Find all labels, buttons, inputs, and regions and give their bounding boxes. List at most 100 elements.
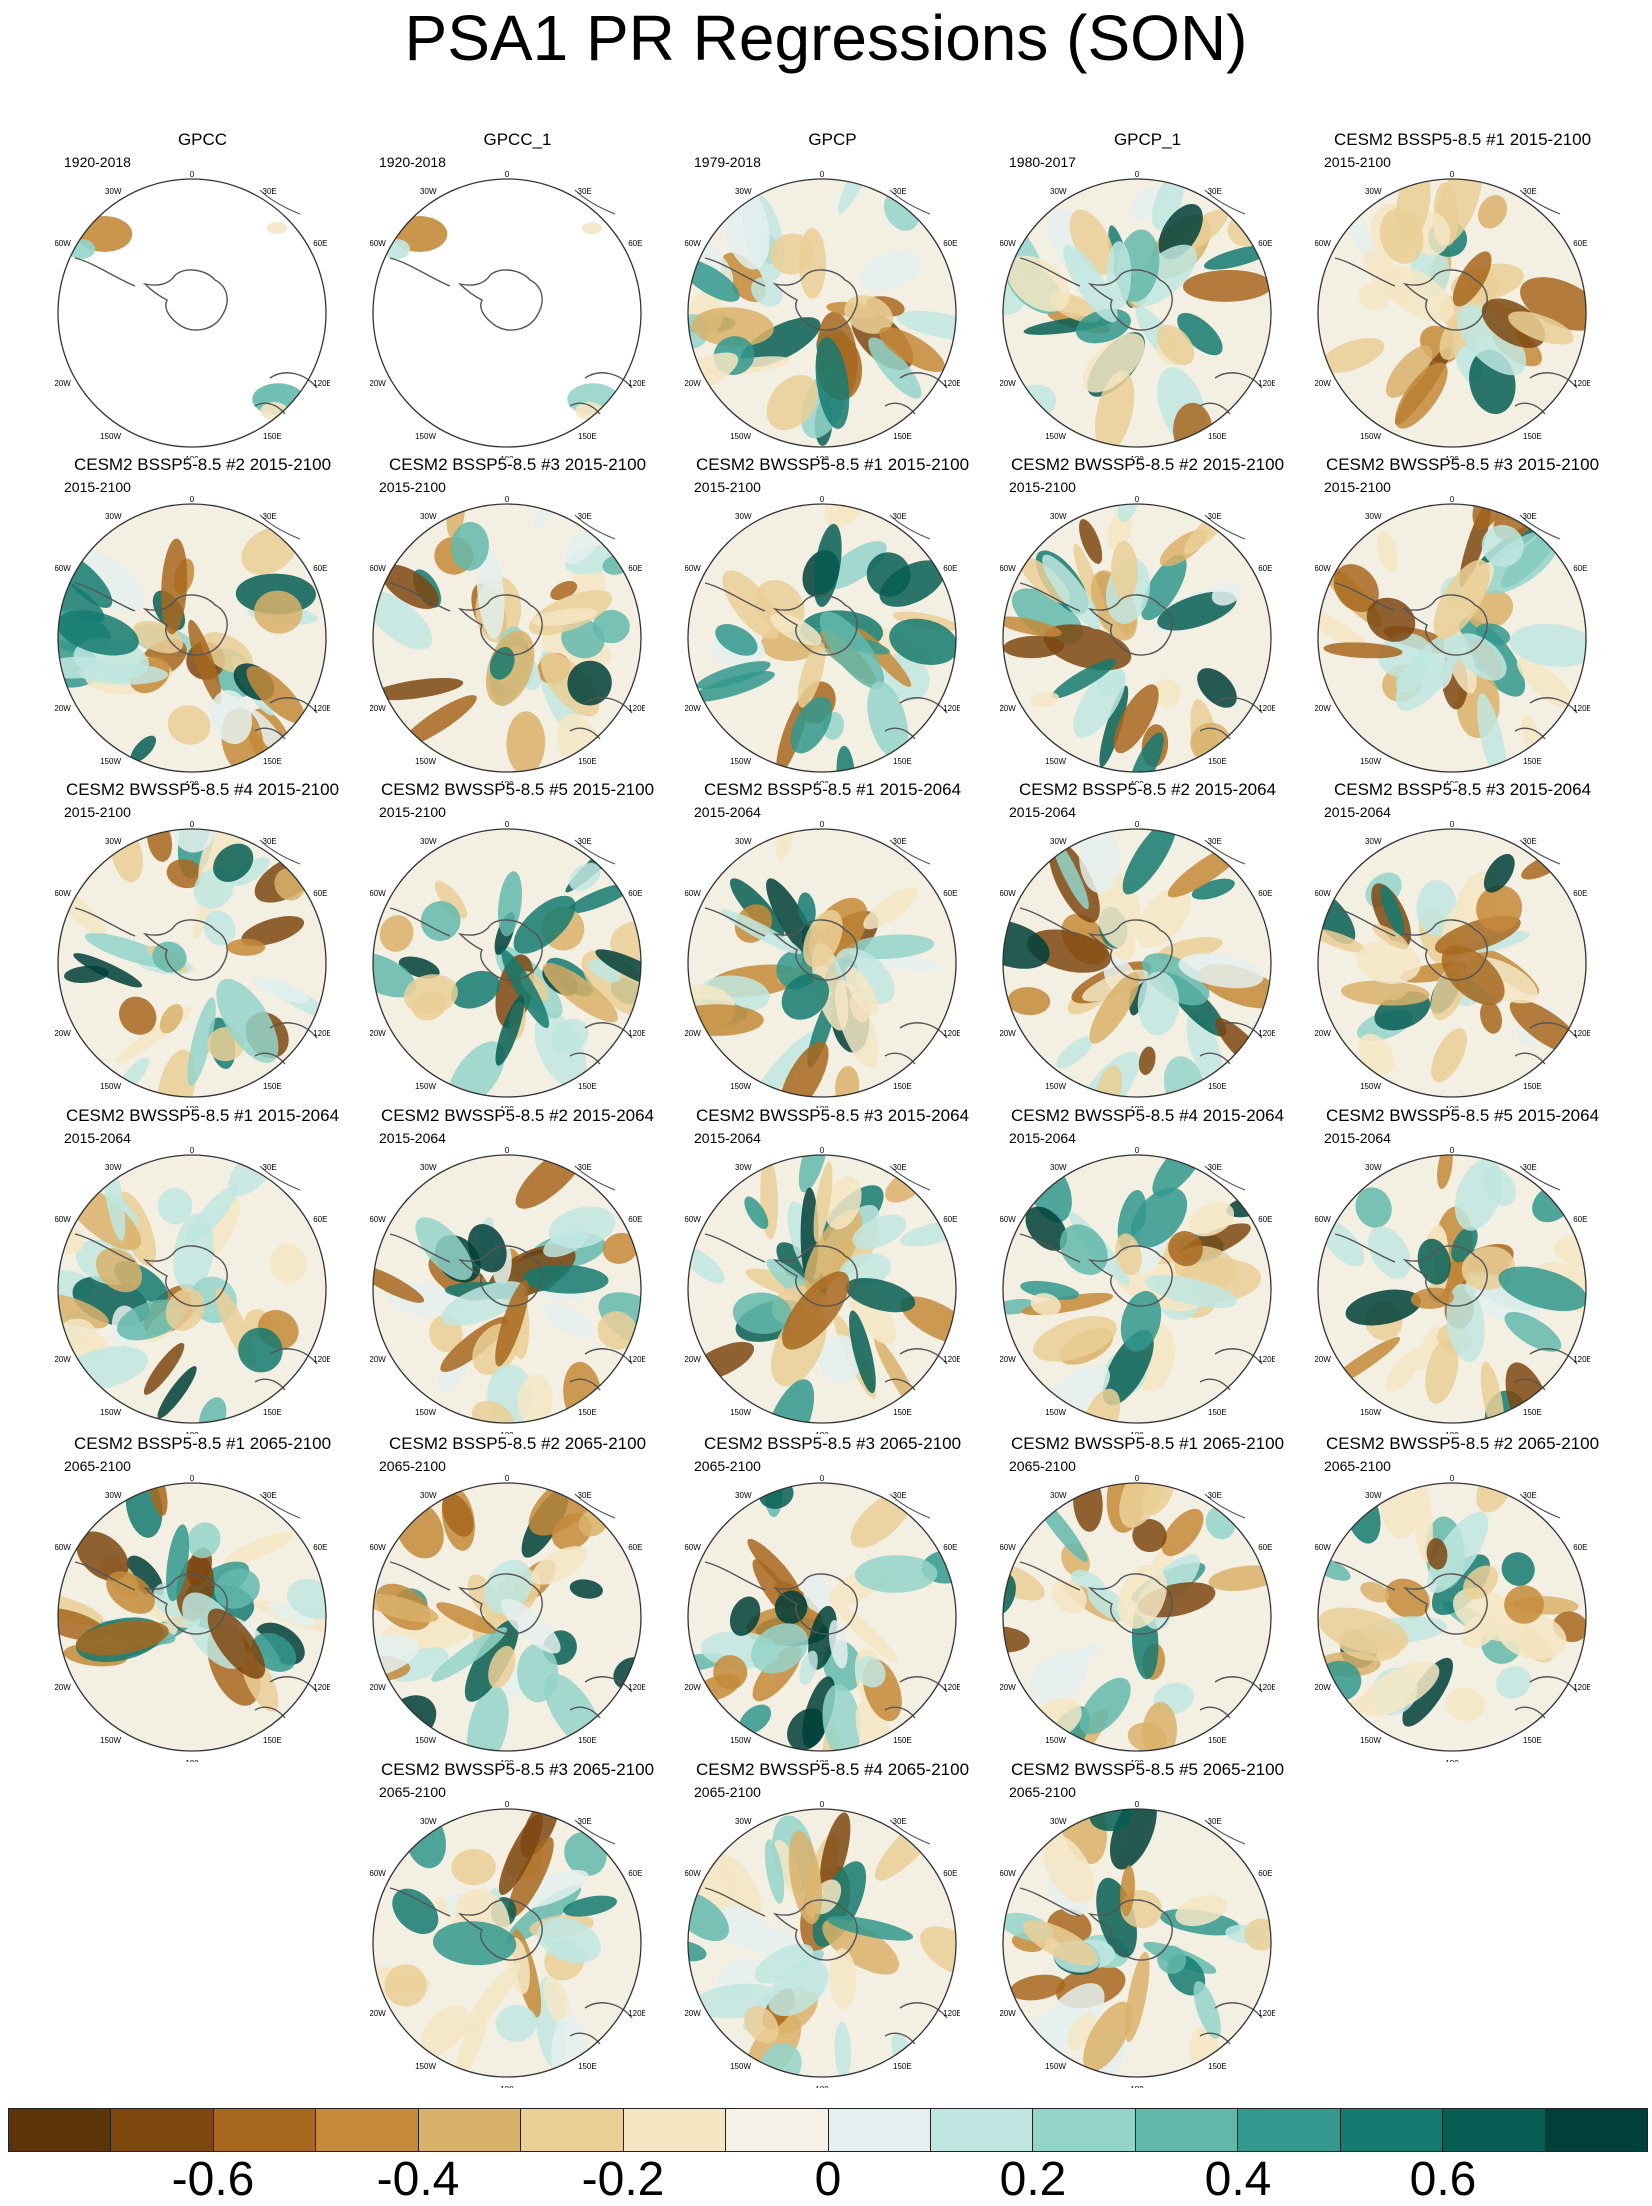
longitude-label: 30W bbox=[420, 1817, 437, 1826]
regression-blob bbox=[868, 337, 922, 399]
regression-blob bbox=[1504, 1585, 1544, 1624]
regression-blob bbox=[420, 901, 461, 941]
south-america-coastline bbox=[74, 582, 136, 612]
panel-period: 1920-2018 bbox=[64, 154, 131, 170]
longitude-label: 120E bbox=[628, 379, 645, 388]
regression-blob bbox=[1142, 953, 1210, 1006]
panel-period: 2065-2100 bbox=[379, 1458, 446, 1474]
regression-blob bbox=[781, 973, 830, 1020]
antarctica-coastline bbox=[142, 1573, 228, 1635]
south-america-coastline bbox=[1334, 582, 1396, 612]
regression-blob bbox=[1177, 312, 1223, 356]
regression-blob bbox=[767, 1960, 829, 2017]
map-panel: GPCC_11920-2018030E30W60E60W90E90W120E12… bbox=[360, 130, 675, 458]
regression-blob bbox=[720, 909, 802, 955]
regression-blob bbox=[855, 1655, 886, 1688]
longitude-label: 120W bbox=[1000, 704, 1016, 713]
longitude-label: 60W bbox=[1000, 1869, 1016, 1878]
longitude-label: 120E bbox=[1258, 1683, 1275, 1692]
longitude-label: 120W bbox=[1315, 1029, 1331, 1038]
regression-blob bbox=[514, 1869, 589, 1909]
longitude-label: 150E bbox=[1208, 432, 1227, 441]
longitude-label: 60E bbox=[1573, 1215, 1587, 1224]
polar-map: 030E30W60E60W90E90W120E120W150E150W180 bbox=[370, 1474, 645, 1762]
map-panel: CESM2 BSSP5-8.5 #1 2015-2100 2015-2100 0 30… bbox=[1305, 130, 1620, 458]
regression-blob bbox=[373, 1593, 439, 1623]
longitude-label: 120W bbox=[55, 704, 71, 713]
longitude-label: 30E bbox=[1208, 512, 1222, 521]
longitude-label: 150W bbox=[1360, 432, 1381, 441]
longitude-label: 60E bbox=[943, 564, 957, 573]
regression-blob bbox=[434, 880, 468, 919]
regression-blob bbox=[1140, 554, 1187, 621]
map-panel: CESM2 BWSSP5-8.5 #4 2015-2064 2015-2064 0 3… bbox=[990, 1106, 1305, 1434]
regression-blob bbox=[213, 843, 254, 882]
panel-title: CESM2 BWSSP5-8.5 #3 2015-2064 bbox=[695, 1106, 970, 1125]
regression-blob bbox=[1175, 1895, 1227, 1927]
antarctica-coastline bbox=[1087, 1899, 1173, 1961]
longitude-label: 30W bbox=[1365, 187, 1382, 196]
africa-coastline bbox=[889, 189, 931, 215]
panel-period: 2065-2100 bbox=[694, 1458, 761, 1474]
regression-blob bbox=[1137, 971, 1180, 1036]
polar-map: 030E30W60E60W90E90W120E120W150E150W180 bbox=[1000, 1474, 1275, 1762]
longitude-label: 30E bbox=[893, 1163, 907, 1172]
longitude-label: 0 bbox=[820, 820, 825, 829]
regression-blob bbox=[58, 1292, 109, 1329]
longitude-label: 150E bbox=[893, 1408, 912, 1417]
regression-blob bbox=[73, 953, 143, 988]
colorbar-swatch bbox=[725, 2108, 829, 2152]
regression-blob bbox=[815, 337, 850, 429]
regression-blob bbox=[820, 1812, 851, 1893]
regression-blob bbox=[1431, 1028, 1467, 1083]
regression-blob bbox=[1122, 829, 1177, 895]
regression-blob bbox=[1111, 541, 1139, 601]
regression-blob bbox=[1030, 1293, 1061, 1316]
polar-map: 030E30W60E60W90E90W120E120W150E150W180 bbox=[55, 1146, 330, 1434]
longitude-label: 120E bbox=[1573, 1029, 1590, 1038]
longitude-label: 120W bbox=[370, 1029, 386, 1038]
map-panel: CESM2 BWSSP5-8.5 #5 2015-2064 2015-2064 0 3… bbox=[1305, 1106, 1620, 1434]
figure-title: PSA1 PR Regressions (SON) bbox=[404, 2, 1248, 74]
colorbar-ticks: -0.6 -0.4 -0.2 0 0.2 0.4 0.6 bbox=[8, 2155, 1648, 2205]
regression-blob bbox=[384, 1964, 428, 2007]
regression-blob bbox=[1099, 685, 1129, 768]
longitude-label: 150E bbox=[578, 757, 597, 766]
longitude-label: 120E bbox=[313, 379, 330, 388]
longitude-label: 150W bbox=[415, 757, 436, 766]
regression-blob bbox=[1051, 1579, 1087, 1614]
panel-period: 2015-2064 bbox=[694, 1130, 761, 1146]
antarctica-coastline bbox=[1402, 1245, 1488, 1307]
antarctica-coastline bbox=[1087, 269, 1173, 331]
map-panel: CESM2 BWSSP5-8.5 #1 2065-2100 2065-2100 0 3… bbox=[990, 1434, 1305, 1762]
longitude-label: 0 bbox=[820, 1146, 825, 1155]
longitude-label: 60E bbox=[943, 1869, 957, 1878]
longitude-label: 30W bbox=[105, 187, 122, 196]
regression-blob bbox=[744, 1196, 769, 1230]
colorbar-tick-label: 0.6 bbox=[1409, 2153, 1477, 2206]
regression-blob bbox=[797, 892, 816, 927]
longitude-label: 150W bbox=[100, 1082, 121, 1091]
longitude-label: 120W bbox=[55, 1355, 71, 1364]
longitude-label: 0 bbox=[190, 170, 195, 179]
longitude-label: 120W bbox=[685, 1029, 701, 1038]
panel-period: 2015-2100 bbox=[1324, 154, 1391, 170]
regression-blob bbox=[1417, 1238, 1451, 1285]
longitude-label: 120W bbox=[370, 1683, 386, 1692]
longitude-label: 150W bbox=[1045, 757, 1066, 766]
longitude-label: 60E bbox=[628, 889, 642, 898]
polar-map: 030E30W60E60W90E90W120E120W150E150W180 bbox=[685, 1800, 960, 2088]
regression-blob bbox=[818, 1335, 863, 1383]
longitude-label: 60W bbox=[370, 1869, 386, 1878]
longitude-label: 60E bbox=[628, 1869, 642, 1878]
regression-blob bbox=[1154, 678, 1181, 708]
africa-coastline bbox=[1204, 1819, 1246, 1845]
regression-blob bbox=[766, 374, 819, 431]
longitude-label: 30E bbox=[1523, 1163, 1537, 1172]
longitude-label: 60W bbox=[1000, 564, 1016, 573]
regression-blob bbox=[1418, 1324, 1443, 1370]
regression-blob bbox=[1113, 684, 1159, 754]
polar-map: 030E30W60E60W90E90W120E120W150E150W180 bbox=[685, 170, 960, 458]
longitude-label: 150W bbox=[730, 2062, 751, 2071]
africa-coastline bbox=[574, 1165, 616, 1191]
